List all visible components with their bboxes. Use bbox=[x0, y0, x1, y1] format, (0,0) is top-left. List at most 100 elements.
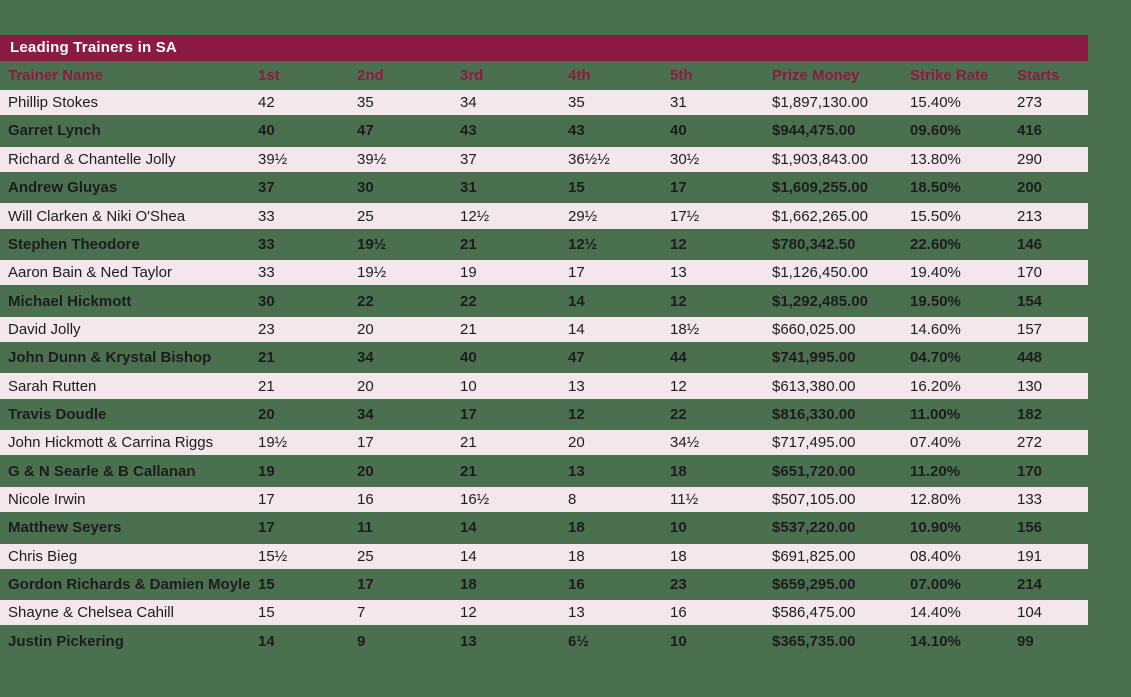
cell-1st: 21 bbox=[258, 349, 275, 367]
cell-3rd: 21 bbox=[460, 235, 477, 253]
cell-3rd: 16½ bbox=[460, 490, 490, 508]
cell-starts: 191 bbox=[1017, 547, 1043, 565]
cell-2nd: 47 bbox=[357, 122, 374, 140]
cell-1st: 19 bbox=[258, 462, 275, 480]
cell-5th: 18 bbox=[670, 547, 687, 565]
cell-4th: 12 bbox=[568, 405, 585, 423]
cell-prize-money: $1,897,130.00 bbox=[772, 94, 868, 112]
cell-4th: 29½ bbox=[568, 207, 598, 225]
cell-prize-money: $741,995.00 bbox=[772, 349, 856, 367]
trainer-name-cell: Justin Pickering bbox=[8, 632, 124, 650]
cell-prize-money: $660,025.00 bbox=[772, 320, 856, 338]
cell-2nd: 11 bbox=[357, 519, 373, 537]
column-header-4th: 4th bbox=[568, 67, 591, 84]
cell-2nd: 30 bbox=[357, 179, 374, 197]
cell-5th: 12 bbox=[670, 377, 687, 395]
table-row: John Dunn & Krystal Bishop 21 34 40 47 44 $741… bbox=[0, 345, 1088, 370]
cell-prize-money: $613,380.00 bbox=[772, 377, 856, 395]
cell-5th: 12 bbox=[670, 235, 687, 253]
table-row: Andrew Gluyas 37 30 31 15 17 $1,609,255.00 18.5… bbox=[0, 175, 1088, 200]
cell-2nd: 34 bbox=[357, 349, 374, 367]
cell-3rd: 10 bbox=[460, 377, 477, 395]
cell-strike-rate: 22.60% bbox=[910, 235, 961, 253]
cell-5th: 17 bbox=[670, 179, 687, 197]
cell-strike-rate: 12.80% bbox=[910, 490, 961, 508]
cell-5th: 17½ bbox=[670, 207, 700, 225]
cell-1st: 42 bbox=[258, 94, 275, 112]
cell-prize-money: $1,609,255.00 bbox=[772, 179, 868, 197]
column-header-prize-money: Prize Money bbox=[772, 67, 860, 84]
cell-starts: 416 bbox=[1017, 122, 1043, 140]
cell-5th: 23 bbox=[670, 575, 687, 593]
cell-prize-money: $586,475.00 bbox=[772, 604, 856, 622]
table-row: Shayne & Chelsea Cahill 15 7 12 13 16 $586,475… bbox=[0, 600, 1088, 626]
cell-2nd: 22 bbox=[357, 292, 374, 310]
cell-starts: 156 bbox=[1017, 519, 1043, 537]
cell-prize-money: $507,105.00 bbox=[772, 490, 856, 508]
trainer-name-cell: Gordon Richards & Damien Moyle bbox=[8, 575, 251, 593]
cell-3rd: 19 bbox=[460, 264, 477, 282]
cell-prize-money: $365,735.00 bbox=[772, 632, 856, 650]
cell-1st: 21 bbox=[258, 377, 275, 395]
trainer-name-cell: Andrew Gluyas bbox=[8, 179, 118, 197]
table-row: Chris Bieg 15½ 25 14 18 18 $691,825.00 08.40% 19… bbox=[0, 543, 1088, 569]
table-row: G & N Searle & B Callanan 19 20 21 13 18 $651,… bbox=[0, 458, 1088, 483]
column-header-1st: 1st bbox=[258, 67, 280, 84]
cell-starts: 170 bbox=[1017, 462, 1043, 480]
cell-starts: 133 bbox=[1017, 490, 1043, 508]
cell-5th: 12 bbox=[670, 292, 687, 310]
cell-1st: 19½ bbox=[258, 434, 288, 452]
cell-3rd: 31 bbox=[460, 179, 477, 197]
cell-4th: 17 bbox=[568, 264, 585, 282]
page-title: Leading Trainers in SA bbox=[10, 39, 177, 56]
cell-prize-money: $717,495.00 bbox=[772, 434, 856, 452]
trainer-name-cell: G & N Searle & B Callanan bbox=[8, 462, 196, 480]
cell-3rd: 43 bbox=[460, 122, 477, 140]
cell-4th: 14 bbox=[568, 320, 585, 338]
cell-2nd: 20 bbox=[357, 320, 374, 338]
cell-strike-rate: 15.40% bbox=[910, 94, 961, 112]
trainer-name-cell: Sarah Rutten bbox=[8, 377, 97, 395]
table-row: Phillip Stokes 42 35 34 35 31 $1,897,130.00 15.… bbox=[0, 90, 1088, 116]
cell-1st: 33 bbox=[258, 264, 275, 282]
cell-3rd: 14 bbox=[460, 519, 477, 537]
trainer-name-cell: Shayne & Chelsea Cahill bbox=[8, 604, 174, 622]
cell-4th: 20 bbox=[568, 434, 585, 452]
cell-4th: 18 bbox=[568, 547, 585, 565]
table-row: John Hickmott & Carrina Riggs 19½ 17 21 20 34… bbox=[0, 430, 1088, 456]
cell-5th: 18 bbox=[670, 462, 687, 480]
cell-prize-money: $1,126,450.00 bbox=[772, 264, 868, 282]
column-header-3rd: 3rd bbox=[460, 67, 484, 84]
cell-prize-money: $651,720.00 bbox=[772, 462, 856, 480]
trainer-name-cell: John Hickmott & Carrina Riggs bbox=[8, 434, 214, 452]
cell-5th: 34½ bbox=[670, 434, 700, 452]
trainer-name-cell: Aaron Bain & Ned Taylor bbox=[8, 264, 172, 282]
cell-2nd: 17 bbox=[357, 434, 374, 452]
cell-3rd: 21 bbox=[460, 320, 477, 338]
cell-1st: 33 bbox=[258, 207, 275, 225]
cell-starts: 272 bbox=[1017, 434, 1043, 452]
cell-2nd: 19½ bbox=[357, 264, 387, 282]
table-body: Phillip Stokes 42 35 34 35 31 $1,897,130.00 15.… bbox=[0, 90, 1088, 657]
table-row: Aaron Bain & Ned Taylor 33 19½ 19 17 13 $1,126… bbox=[0, 260, 1088, 286]
column-header-2nd: 2nd bbox=[357, 67, 384, 84]
cell-strike-rate: 11.20% bbox=[910, 462, 961, 480]
table-row: Matthew Seyers 17 11 14 18 10 $537,220.00 10.90… bbox=[0, 515, 1088, 540]
cell-strike-rate: 07.40% bbox=[910, 434, 961, 452]
cell-strike-rate: 18.50% bbox=[910, 179, 961, 197]
cell-2nd: 9 bbox=[357, 632, 366, 650]
table-header-row: Trainer Name 1st 2nd 3rd 4th 5th Prize Money St… bbox=[0, 61, 1088, 90]
cell-strike-rate: 13.80% bbox=[910, 150, 961, 168]
cell-4th: 16 bbox=[568, 575, 585, 593]
cell-2nd: 35 bbox=[357, 94, 374, 112]
cell-4th: 13 bbox=[568, 462, 585, 480]
cell-strike-rate: 14.10% bbox=[910, 632, 961, 650]
table-row: Will Clarken & Niki O'Shea 33 25 12½ 29½ 17½ $… bbox=[0, 203, 1088, 229]
trainer-name-cell: Stephen Theodore bbox=[8, 235, 140, 253]
cell-strike-rate: 19.50% bbox=[910, 292, 961, 310]
cell-strike-rate: 14.60% bbox=[910, 320, 961, 338]
cell-3rd: 13 bbox=[460, 632, 477, 650]
cell-4th: 15 bbox=[568, 179, 585, 197]
trainer-name-cell: Phillip Stokes bbox=[8, 94, 99, 112]
